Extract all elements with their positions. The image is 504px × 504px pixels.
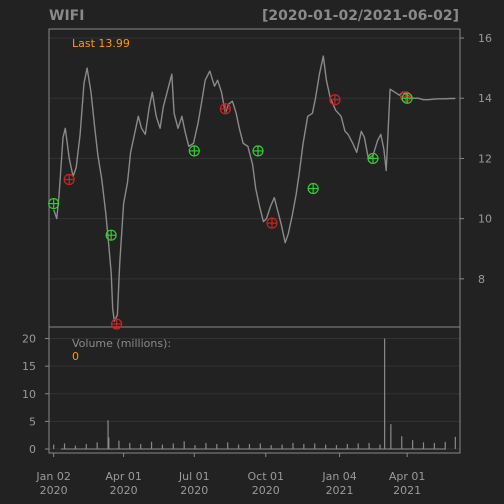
- volume-y-tick-label: 20: [22, 333, 36, 346]
- buy-signal-marker: [367, 152, 379, 165]
- x-tick-label-year: 2021: [326, 484, 354, 497]
- price-y-tick-label: 10: [478, 213, 492, 226]
- buy-signal-marker: [188, 145, 200, 157]
- volume-axis-label: Volume (millions):: [72, 337, 171, 350]
- x-tick-label-month: Oct 01: [248, 470, 285, 483]
- volume-y-tick-label: 10: [22, 388, 36, 401]
- price-y-axis: 8 10 12 14 16: [460, 32, 492, 286]
- sell-signal-marker: [329, 94, 341, 106]
- x-tick-label-month: Apr 01: [105, 470, 142, 483]
- ticker-title: WIFI: [49, 8, 84, 24]
- x-tick-label-year: 2020: [252, 484, 280, 497]
- sell-signal-marker: [63, 173, 75, 186]
- volume-panel-frame: [48, 326, 461, 454]
- volume-y-axis: 0 5 10 15 20: [22, 333, 49, 456]
- trade-markers: [48, 91, 413, 330]
- price-y-tick-label: 8: [478, 273, 485, 286]
- last-price-label: Last 13.99: [72, 37, 130, 50]
- price-y-tick-label: 16: [478, 32, 492, 45]
- x-tick-label-month: Apr 01: [389, 470, 426, 483]
- x-tick-label-year: 2021: [393, 484, 421, 497]
- volume-bars: [53, 338, 456, 450]
- volume-current-value: 0: [72, 350, 79, 363]
- x-tick-label-year: 2020: [40, 484, 68, 497]
- sell-signal-marker: [110, 318, 123, 330]
- price-series-line: [53, 55, 456, 322]
- x-tick-label-year: 2020: [180, 484, 208, 497]
- buy-signal-marker: [48, 197, 60, 210]
- buy-signal-marker: [105, 229, 117, 241]
- price-gridlines: [49, 37, 460, 280]
- buy-signal-marker: [307, 182, 319, 195]
- x-tick-label-month: Jan 02: [35, 470, 70, 483]
- volume-y-tick-label: 0: [29, 443, 36, 456]
- x-tick-label-month: Jul 01: [178, 470, 210, 483]
- price-y-tick-label: 12: [478, 152, 492, 165]
- buy-signal-marker: [401, 92, 413, 104]
- volume-y-tick-label: 15: [22, 360, 36, 373]
- price-y-tick-label: 14: [478, 92, 492, 105]
- x-tick-label-year: 2020: [110, 484, 138, 497]
- volume-y-tick-label: 5: [29, 415, 36, 428]
- x-tick-label-month: Jan 04: [321, 470, 356, 483]
- date-range-title: [2020-01-02/2021-06-02]: [262, 8, 459, 24]
- buy-signal-marker: [252, 145, 264, 157]
- sell-signal-marker: [219, 103, 231, 115]
- sell-signal-marker: [266, 217, 278, 229]
